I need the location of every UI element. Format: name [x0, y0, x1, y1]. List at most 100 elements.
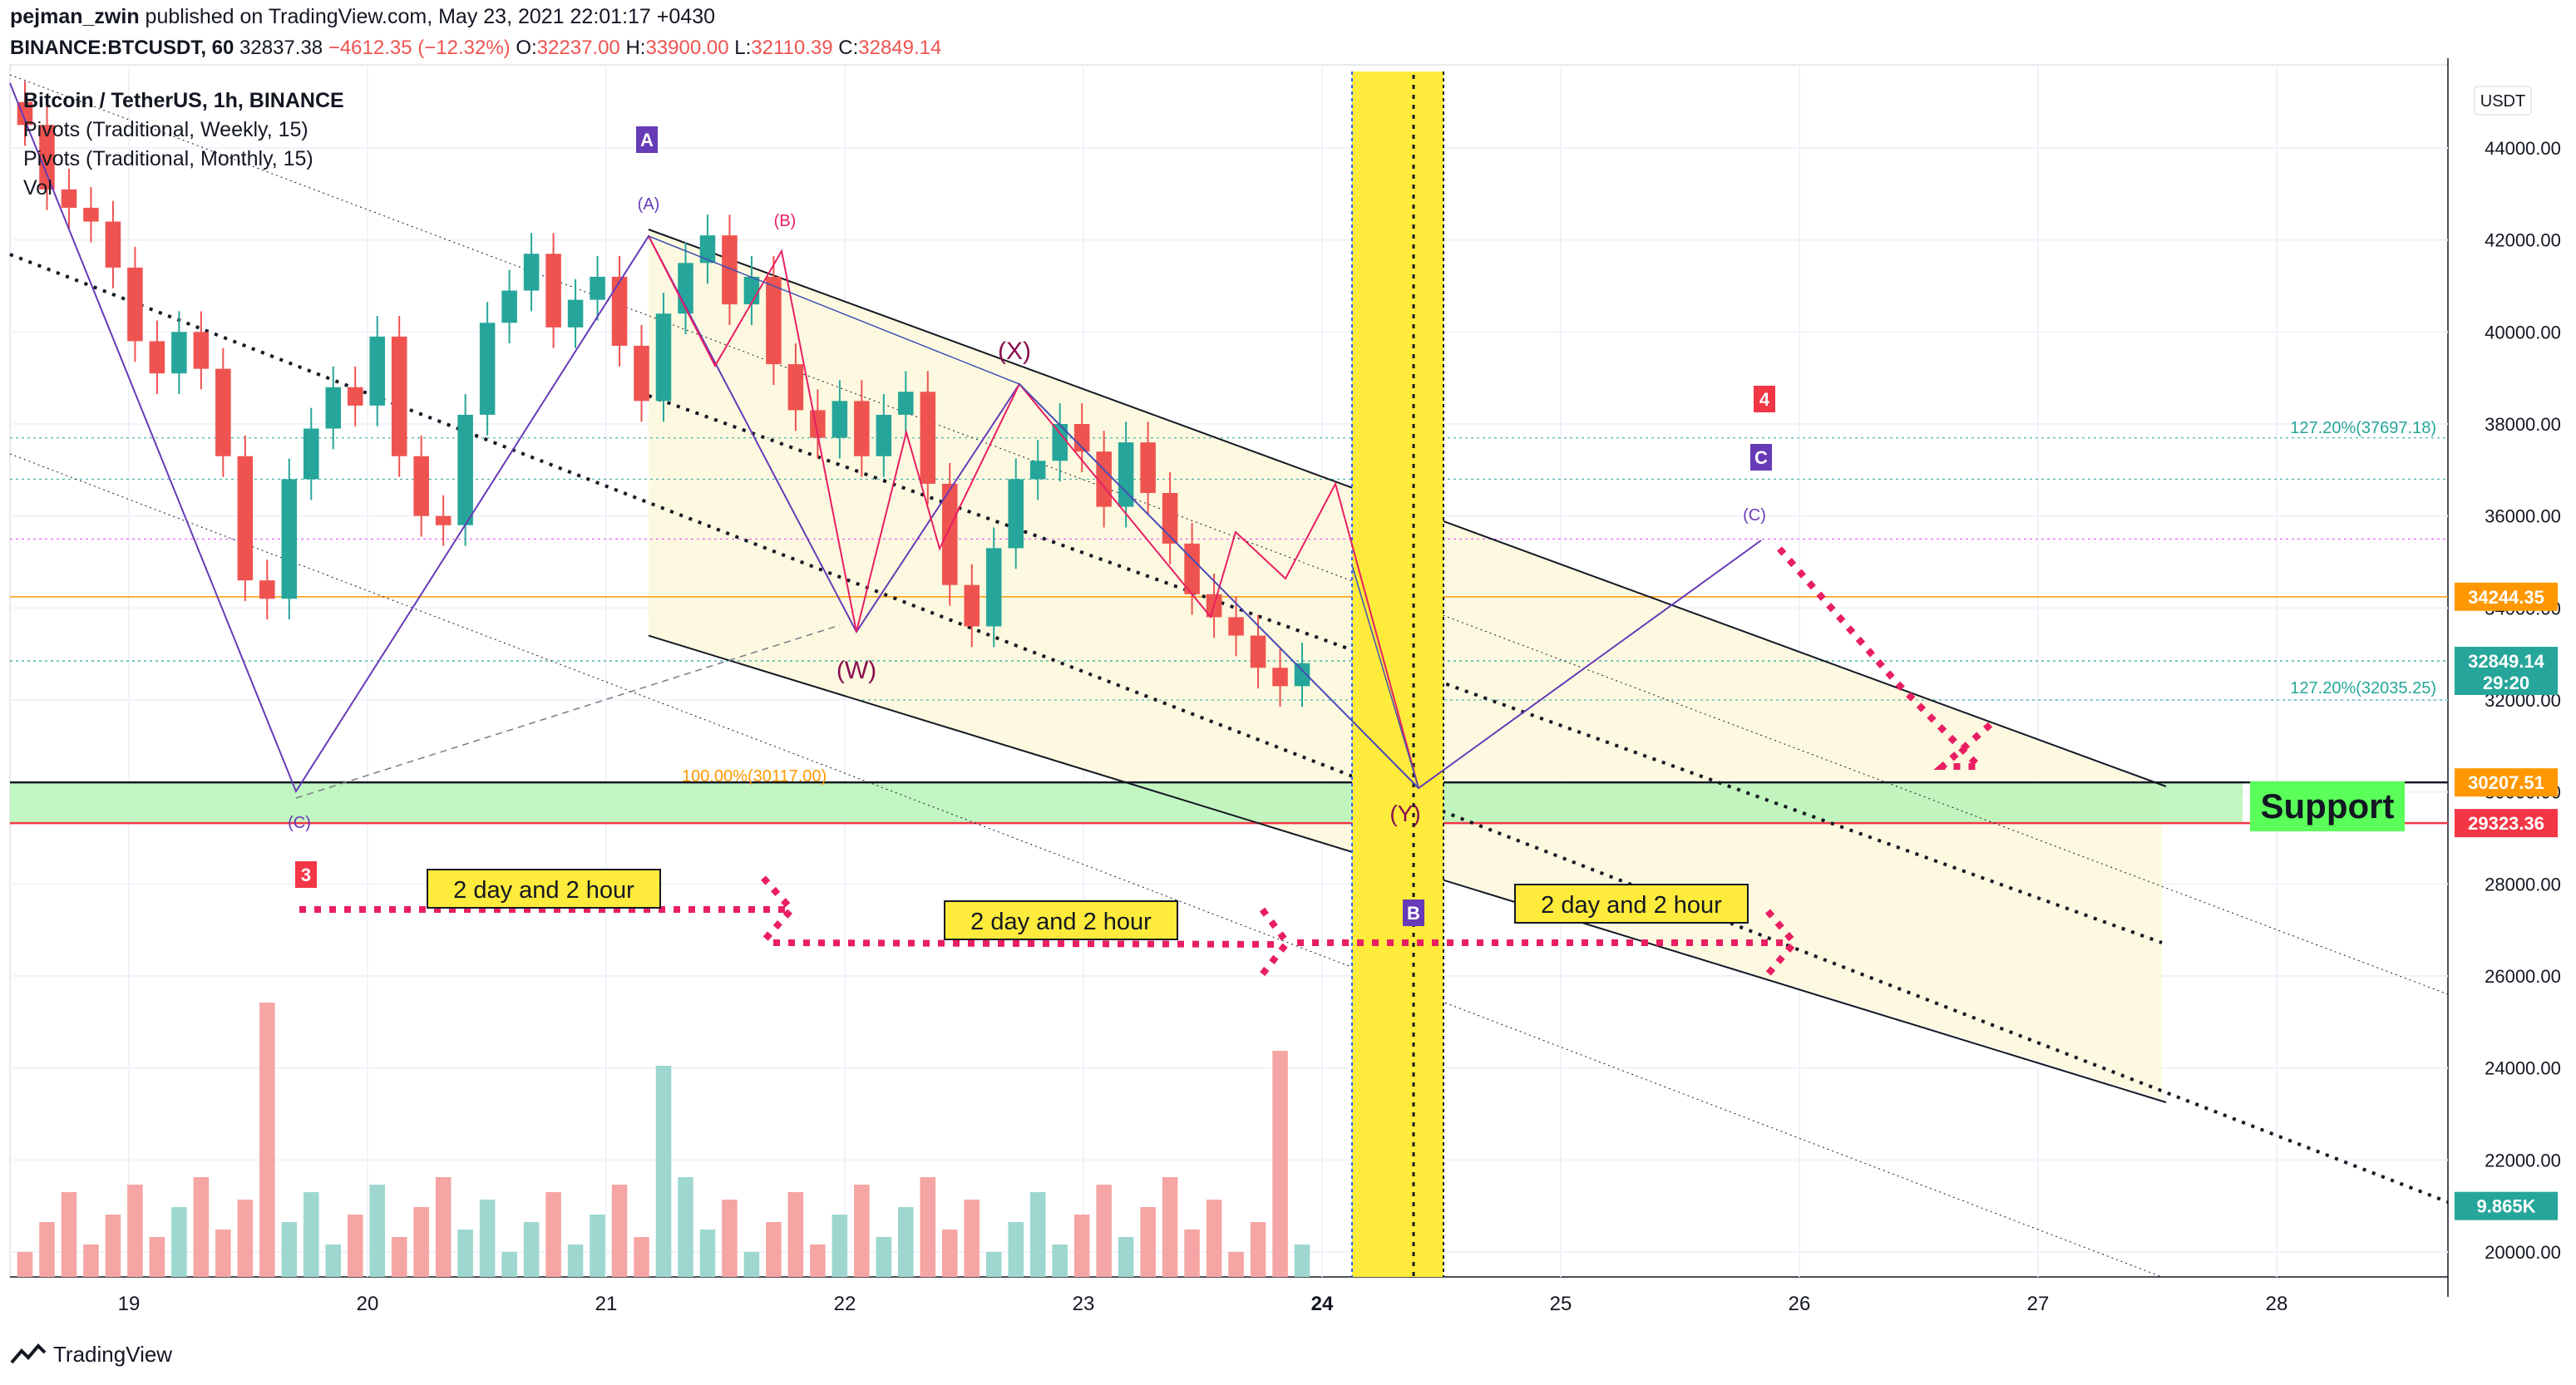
volume-bar[interactable]: [787, 1192, 804, 1277]
candle-body[interactable]: [766, 276, 782, 365]
volume-bar[interactable]: [876, 1237, 892, 1277]
volume-bar[interactable]: [501, 1252, 517, 1277]
volume-bar[interactable]: [699, 1230, 716, 1277]
candle-body[interactable]: [259, 580, 275, 599]
candle-body[interactable]: [435, 515, 452, 525]
volume-bar[interactable]: [1184, 1230, 1200, 1277]
candle-body[interactable]: [1162, 493, 1178, 544]
candle-body[interactable]: [1073, 424, 1090, 452]
candle-body[interactable]: [83, 207, 99, 222]
candle-body[interactable]: [898, 392, 914, 415]
volume-bar[interactable]: [237, 1200, 254, 1277]
volume-bar[interactable]: [898, 1207, 914, 1277]
volume-bar[interactable]: [479, 1200, 496, 1277]
candle-body[interactable]: [1294, 663, 1310, 687]
volume-bar[interactable]: [766, 1222, 782, 1277]
volume-bar[interactable]: [435, 1177, 452, 1277]
volume-bar[interactable]: [985, 1252, 1002, 1277]
volume-bar[interactable]: [259, 1003, 275, 1277]
volume-bar[interactable]: [1250, 1222, 1266, 1277]
candle-body[interactable]: [1250, 635, 1266, 668]
volume-bar[interactable]: [457, 1230, 473, 1277]
volume-bar[interactable]: [1008, 1222, 1024, 1277]
candle-body[interactable]: [479, 323, 496, 415]
candle-body[interactable]: [590, 276, 605, 300]
candle-body[interactable]: [237, 456, 254, 581]
candle-body[interactable]: [1118, 442, 1134, 507]
candle-body[interactable]: [501, 290, 517, 323]
candle-body[interactable]: [193, 332, 210, 369]
candle-body[interactable]: [567, 299, 584, 328]
volume-bar[interactable]: [634, 1237, 649, 1277]
footer-brand[interactable]: TradingView: [53, 1342, 173, 1367]
volume-bar[interactable]: [347, 1215, 363, 1277]
candle-body[interactable]: [699, 235, 716, 264]
volume-bar[interactable]: [567, 1245, 584, 1277]
volume-bar[interactable]: [590, 1215, 605, 1277]
volume-bar[interactable]: [281, 1222, 298, 1277]
volume-bar[interactable]: [942, 1230, 958, 1277]
volume-bar[interactable]: [61, 1192, 77, 1277]
legend-title[interactable]: Bitcoin / TetherUS, 1h, BINANCE: [23, 89, 344, 112]
candle-body[interactable]: [743, 276, 760, 305]
candle-body[interactable]: [523, 254, 540, 291]
volume-bar[interactable]: [1029, 1192, 1046, 1277]
candle-body[interactable]: [1140, 442, 1156, 493]
volume-bar[interactable]: [1162, 1177, 1178, 1277]
volume-bar[interactable]: [325, 1245, 342, 1277]
candle-body[interactable]: [545, 254, 561, 328]
volume-bar[interactable]: [1096, 1185, 1112, 1277]
volume-bar[interactable]: [17, 1252, 33, 1277]
volume-bar[interactable]: [215, 1230, 231, 1277]
volume-bar[interactable]: [413, 1207, 429, 1277]
volume-bar[interactable]: [149, 1237, 165, 1277]
candle-body[interactable]: [391, 336, 407, 456]
volume-bar[interactable]: [39, 1222, 55, 1277]
candle-body[interactable]: [722, 235, 738, 305]
candle-body[interactable]: [787, 364, 804, 411]
candle-body[interactable]: [281, 479, 298, 599]
volume-bar[interactable]: [369, 1185, 385, 1277]
candle-body[interactable]: [655, 313, 672, 402]
candle-body[interactable]: [149, 341, 165, 374]
candle-body[interactable]: [457, 414, 473, 525]
candle-body[interactable]: [325, 387, 342, 429]
volume-bar[interactable]: [545, 1192, 561, 1277]
candle-body[interactable]: [1184, 543, 1200, 594]
candle-body[interactable]: [39, 125, 55, 190]
candle-body[interactable]: [413, 456, 429, 516]
candle-body[interactable]: [17, 101, 33, 126]
volume-bar[interactable]: [193, 1177, 210, 1277]
volume-bar[interactable]: [1140, 1207, 1156, 1277]
candle-body[interactable]: [61, 189, 77, 208]
volume-bar[interactable]: [1073, 1215, 1090, 1277]
volume-bar[interactable]: [678, 1177, 693, 1277]
candle-body[interactable]: [1052, 424, 1068, 461]
volume-bar[interactable]: [1118, 1237, 1134, 1277]
volume-bar[interactable]: [1294, 1245, 1310, 1277]
volume-bar[interactable]: [1228, 1252, 1244, 1277]
volume-bar[interactable]: [523, 1222, 540, 1277]
candle-body[interactable]: [369, 336, 385, 406]
legend-pivots-weekly[interactable]: Pivots (Traditional, Weekly, 15): [23, 118, 308, 141]
volume-bar[interactable]: [303, 1192, 319, 1277]
candle-body[interactable]: [611, 276, 628, 346]
volume-bar[interactable]: [854, 1185, 870, 1277]
volume-bar[interactable]: [611, 1185, 628, 1277]
candle-body[interactable]: [105, 221, 121, 268]
volume-bar[interactable]: [105, 1215, 121, 1277]
candle-body[interactable]: [942, 483, 958, 585]
volume-bar[interactable]: [1052, 1245, 1068, 1277]
candle-body[interactable]: [1272, 668, 1288, 687]
candle-body[interactable]: [634, 345, 649, 402]
volume-bar[interactable]: [83, 1245, 99, 1277]
candle-body[interactable]: [832, 401, 848, 438]
candle-body[interactable]: [876, 414, 892, 456]
candle-body[interactable]: [1029, 461, 1046, 480]
volume-bar[interactable]: [655, 1066, 672, 1277]
candle-body[interactable]: [171, 332, 187, 374]
volume-bar[interactable]: [920, 1177, 936, 1277]
volume-bar[interactable]: [171, 1207, 187, 1277]
author-name[interactable]: pejman_zwin: [10, 5, 140, 28]
